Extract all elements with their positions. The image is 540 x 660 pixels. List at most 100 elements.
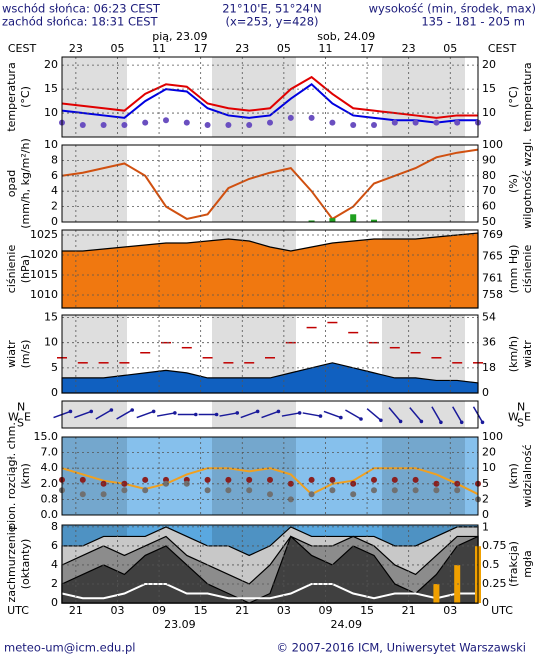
series-dot [79, 122, 86, 129]
wind-arrow [323, 410, 342, 419]
y-tick-label: 7.0 [41, 446, 59, 459]
y2-tick-label: 90 [482, 153, 496, 166]
wind-arrow-head [339, 415, 343, 420]
y-tick-label: 20 [44, 58, 58, 71]
wind-arrow-head [109, 408, 114, 412]
bottom-hour-label: 15 [360, 604, 374, 617]
y-tick-label: 2 [51, 200, 58, 213]
panel-background [62, 145, 478, 222]
series-dot [225, 476, 232, 483]
series-dot [391, 487, 398, 494]
bottom-hour-label: 21 [235, 604, 249, 617]
y2-tick-label: 70 [482, 184, 496, 197]
top-hour-label: 23 [402, 42, 416, 55]
series-dot [225, 487, 232, 494]
y2-axis-title: widzialność [521, 444, 534, 507]
y-tick-label: 8 [51, 520, 58, 533]
top-hour-label: 17 [360, 42, 374, 55]
compass: S [517, 417, 524, 430]
y-tick-label: 0 [51, 596, 58, 609]
wind-arrow [366, 408, 382, 421]
wind-arrow-head [194, 412, 198, 417]
email[interactable]: meteo-um@icm.edu.pl [4, 641, 135, 655]
series-dot [350, 122, 357, 129]
wind-arrow [95, 409, 112, 420]
wind-arrow-head [255, 409, 260, 414]
wind-arrow-head [480, 420, 485, 425]
series-dot [267, 476, 273, 483]
compass: E [24, 411, 31, 424]
y2-axis-title: (°C) [507, 86, 520, 108]
y-axis-title: (mm/h, kg/m²/h) [19, 138, 32, 229]
series-bar [350, 214, 357, 222]
y-axis-title: (°C) [19, 86, 32, 108]
series-dot [433, 487, 440, 494]
compass: E [524, 411, 531, 424]
panel-frame [61, 229, 479, 309]
grid-point: (x=253, y=428) [225, 15, 318, 29]
compass: S [17, 417, 24, 430]
y2-axis-title: (km/h) [507, 336, 520, 372]
y-axis-title: (km) [19, 463, 32, 489]
series-dot [121, 122, 128, 129]
y-axis-title: opad [5, 170, 18, 197]
night-band [62, 57, 127, 137]
night-band [62, 401, 127, 428]
bottom-hour-label: 03 [110, 604, 124, 617]
utc-right: UTC [491, 604, 513, 617]
top-hour-label: 05 [277, 42, 291, 55]
panel-frame [61, 524, 479, 604]
series-bar [308, 220, 315, 222]
series-dot [163, 480, 169, 487]
wind-arrow-head [173, 411, 177, 415]
panel-frame [61, 436, 479, 516]
sunset: zachód słońca: 18:31 CEST [2, 15, 159, 29]
panel [62, 145, 478, 222]
y2-tick-label: 20 [482, 446, 496, 459]
series-dot [287, 496, 294, 503]
y-tick-label: 1025 [30, 228, 58, 241]
series-dot [225, 122, 232, 129]
day-label: 23.09 [164, 618, 196, 631]
series-area [61, 362, 479, 394]
y2-tick-label: 18 [482, 361, 496, 374]
series-dot [308, 491, 315, 498]
y-tick-label: 10 [44, 336, 58, 349]
series-dot [454, 119, 461, 126]
series-bar [329, 218, 336, 222]
bottom-hour-label: 09 [152, 604, 166, 617]
series-dot [142, 487, 149, 494]
wind-arrow-head [398, 419, 403, 424]
series-dot [433, 480, 440, 487]
series-dot [371, 476, 377, 483]
y-tick-label: 4 [51, 558, 58, 571]
wind-arrow [302, 412, 321, 417]
series-dot [163, 117, 169, 124]
bottom-hour-label: 03 [277, 604, 291, 617]
bottom-hour-label: 21 [402, 604, 416, 617]
series-dot [100, 491, 107, 498]
series-dot [371, 122, 377, 129]
night-band [382, 437, 465, 515]
y-tick-label: 15 [44, 311, 58, 324]
elevation-label: wysokość (min, środek, max) [369, 2, 536, 16]
wind-arrow-head [276, 409, 281, 414]
series-dot [287, 480, 294, 487]
y-tick-label: 2 [51, 577, 58, 590]
wind-arrow [281, 412, 300, 417]
wind-arrow-head [151, 409, 156, 414]
wind-arrow-head [419, 419, 424, 424]
wind-arrow-head [318, 414, 323, 418]
wind-arrow-head [235, 411, 240, 415]
series-line [61, 83, 478, 124]
y2-tick-label: 15 [482, 82, 496, 95]
compass: N [17, 401, 25, 414]
panel-frame [61, 400, 479, 429]
bottom-hour-label: 15 [194, 604, 208, 617]
panel [62, 437, 478, 515]
utc-left: UTC [7, 604, 29, 617]
y-axis-title: (m/s) [19, 340, 32, 369]
wind-arrow [116, 409, 133, 420]
series-dot [267, 119, 273, 126]
